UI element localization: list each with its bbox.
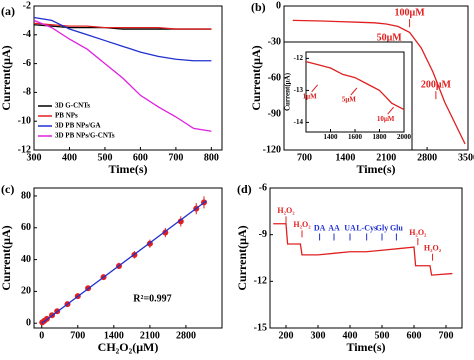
x-tick-label: 400 (343, 330, 358, 341)
y-tick-label: -12 (294, 54, 304, 62)
annotation: 50μM (377, 33, 403, 44)
y-tick-label: 40 (21, 254, 31, 265)
y-tick-label: -12 (18, 144, 31, 155)
annotation: R²=0.997 (133, 294, 171, 305)
y-tick-label: -120 (263, 144, 281, 155)
y-axis-label: Current(μA) (235, 225, 249, 290)
x-tick-label: 3500 (458, 152, 474, 163)
x-tick-label: 500 (375, 330, 390, 341)
annotation: 1μM (303, 92, 317, 100)
y-tick-label: -90 (268, 108, 281, 119)
y-tick-label: -60 (268, 72, 281, 83)
annotation: 5μM (342, 96, 356, 104)
panel-label: (c) (1, 182, 14, 196)
legend-label: 3D PB NPs/GA (55, 122, 101, 130)
x-tick-label: 1800 (373, 133, 388, 141)
x-tick-label: 2800 (176, 330, 196, 341)
panel-label: (b) (251, 0, 266, 14)
annotation: Gly (376, 223, 388, 232)
x-tick-label: 2100 (376, 152, 396, 163)
x-tick-label: 700 (297, 152, 312, 163)
annotation: UA (344, 223, 356, 232)
y-tick-label: 0 (276, 0, 281, 11)
plot-frame (269, 187, 463, 329)
x-tick-label: 700 (439, 330, 454, 341)
x-axis-label: CH₂O₂(μM) (98, 340, 159, 354)
x-tick-label: 2800 (417, 152, 437, 163)
annotation: 10μM (377, 115, 395, 123)
data-line (292, 19, 466, 145)
x-tick-label: 1400 (324, 133, 339, 141)
x-tick-label: 700 (168, 152, 183, 163)
plot-frame (33, 5, 223, 151)
x-axis-label: Time(s) (356, 162, 395, 176)
y-tick-label: -30 (268, 36, 281, 47)
y-tick-label: -10 (18, 115, 31, 126)
arrow (350, 87, 358, 96)
data-point (177, 218, 184, 225)
y-tick-label: -8 (23, 87, 31, 98)
data-line (41, 200, 207, 324)
y-tick-label: -14 (294, 118, 304, 126)
x-tick-label: 2100 (140, 330, 160, 341)
y-tick-label: 0 (26, 318, 31, 329)
annotation: 100μM (395, 7, 426, 18)
x-tick-label: 200 (279, 330, 294, 341)
y-axis-label: Current(μA) (0, 225, 13, 290)
x-tick-label: 2000 (397, 133, 412, 141)
x-tick-label: 600 (407, 330, 422, 341)
x-tick-label: 400 (62, 152, 77, 163)
y-tick-label: -6 (23, 58, 31, 69)
annotation: H₂O₂ (409, 228, 427, 237)
y-tick-label: -12 (254, 276, 267, 287)
annotation: H₂O₂ (293, 220, 311, 229)
annotation: 200μM (421, 79, 452, 90)
y-axis-label: Current(μA) (0, 45, 13, 110)
x-tick-label: 700 (70, 330, 85, 341)
y-tick-label: -2 (23, 0, 31, 11)
annotation: L-Cys (356, 223, 377, 232)
panel-label: (a) (1, 4, 15, 18)
x-tick-label: 0 (39, 330, 44, 341)
x-tick-label: 800 (204, 152, 219, 163)
plot-frame (33, 187, 223, 329)
annotation: DA (314, 223, 326, 232)
y-axis-label: Current(μA) (284, 72, 292, 111)
legend-label: 3D G-CNTs (55, 102, 90, 110)
panel-label: (d) (237, 182, 252, 196)
x-tick-label: 1400 (335, 152, 355, 163)
y-tick-label: -6 (259, 182, 267, 193)
legend-label: 3D PB NPs/G-CNTs (55, 132, 115, 140)
annotation: H₂O₂ (277, 206, 295, 215)
y-tick-label: 80 (21, 190, 31, 201)
legend-label: PB NPs (55, 112, 78, 120)
arrow (311, 84, 319, 93)
x-tick-label: 500 (97, 152, 112, 163)
x-tick-label: 1600 (348, 133, 363, 141)
data-line (305, 60, 405, 111)
x-axis-label: Time(s) (346, 340, 385, 354)
x-tick-label: 300 (311, 330, 326, 341)
y-tick-label: -15 (254, 322, 267, 333)
y-axis-label: Current(μA) (249, 45, 263, 110)
x-tick-label: 300 (27, 152, 42, 163)
arrow (387, 106, 395, 115)
data-line (273, 223, 453, 276)
x-axis-label: Time(s) (108, 162, 147, 176)
x-tick-label: 600 (133, 152, 148, 163)
y-tick-label: 20 (21, 286, 31, 297)
annotation: Glu (390, 223, 403, 232)
x-tick-label: 1400 (104, 330, 124, 341)
annotation: H₂O₂ (424, 243, 442, 252)
y-tick-label: -9 (259, 229, 267, 240)
annotation: AA (328, 223, 340, 232)
y-tick-label: -4 (23, 29, 31, 40)
y-tick-label: 60 (21, 222, 31, 233)
data-line (33, 16, 212, 62)
y-tick-label: -13 (294, 86, 304, 94)
data-line (33, 19, 212, 132)
